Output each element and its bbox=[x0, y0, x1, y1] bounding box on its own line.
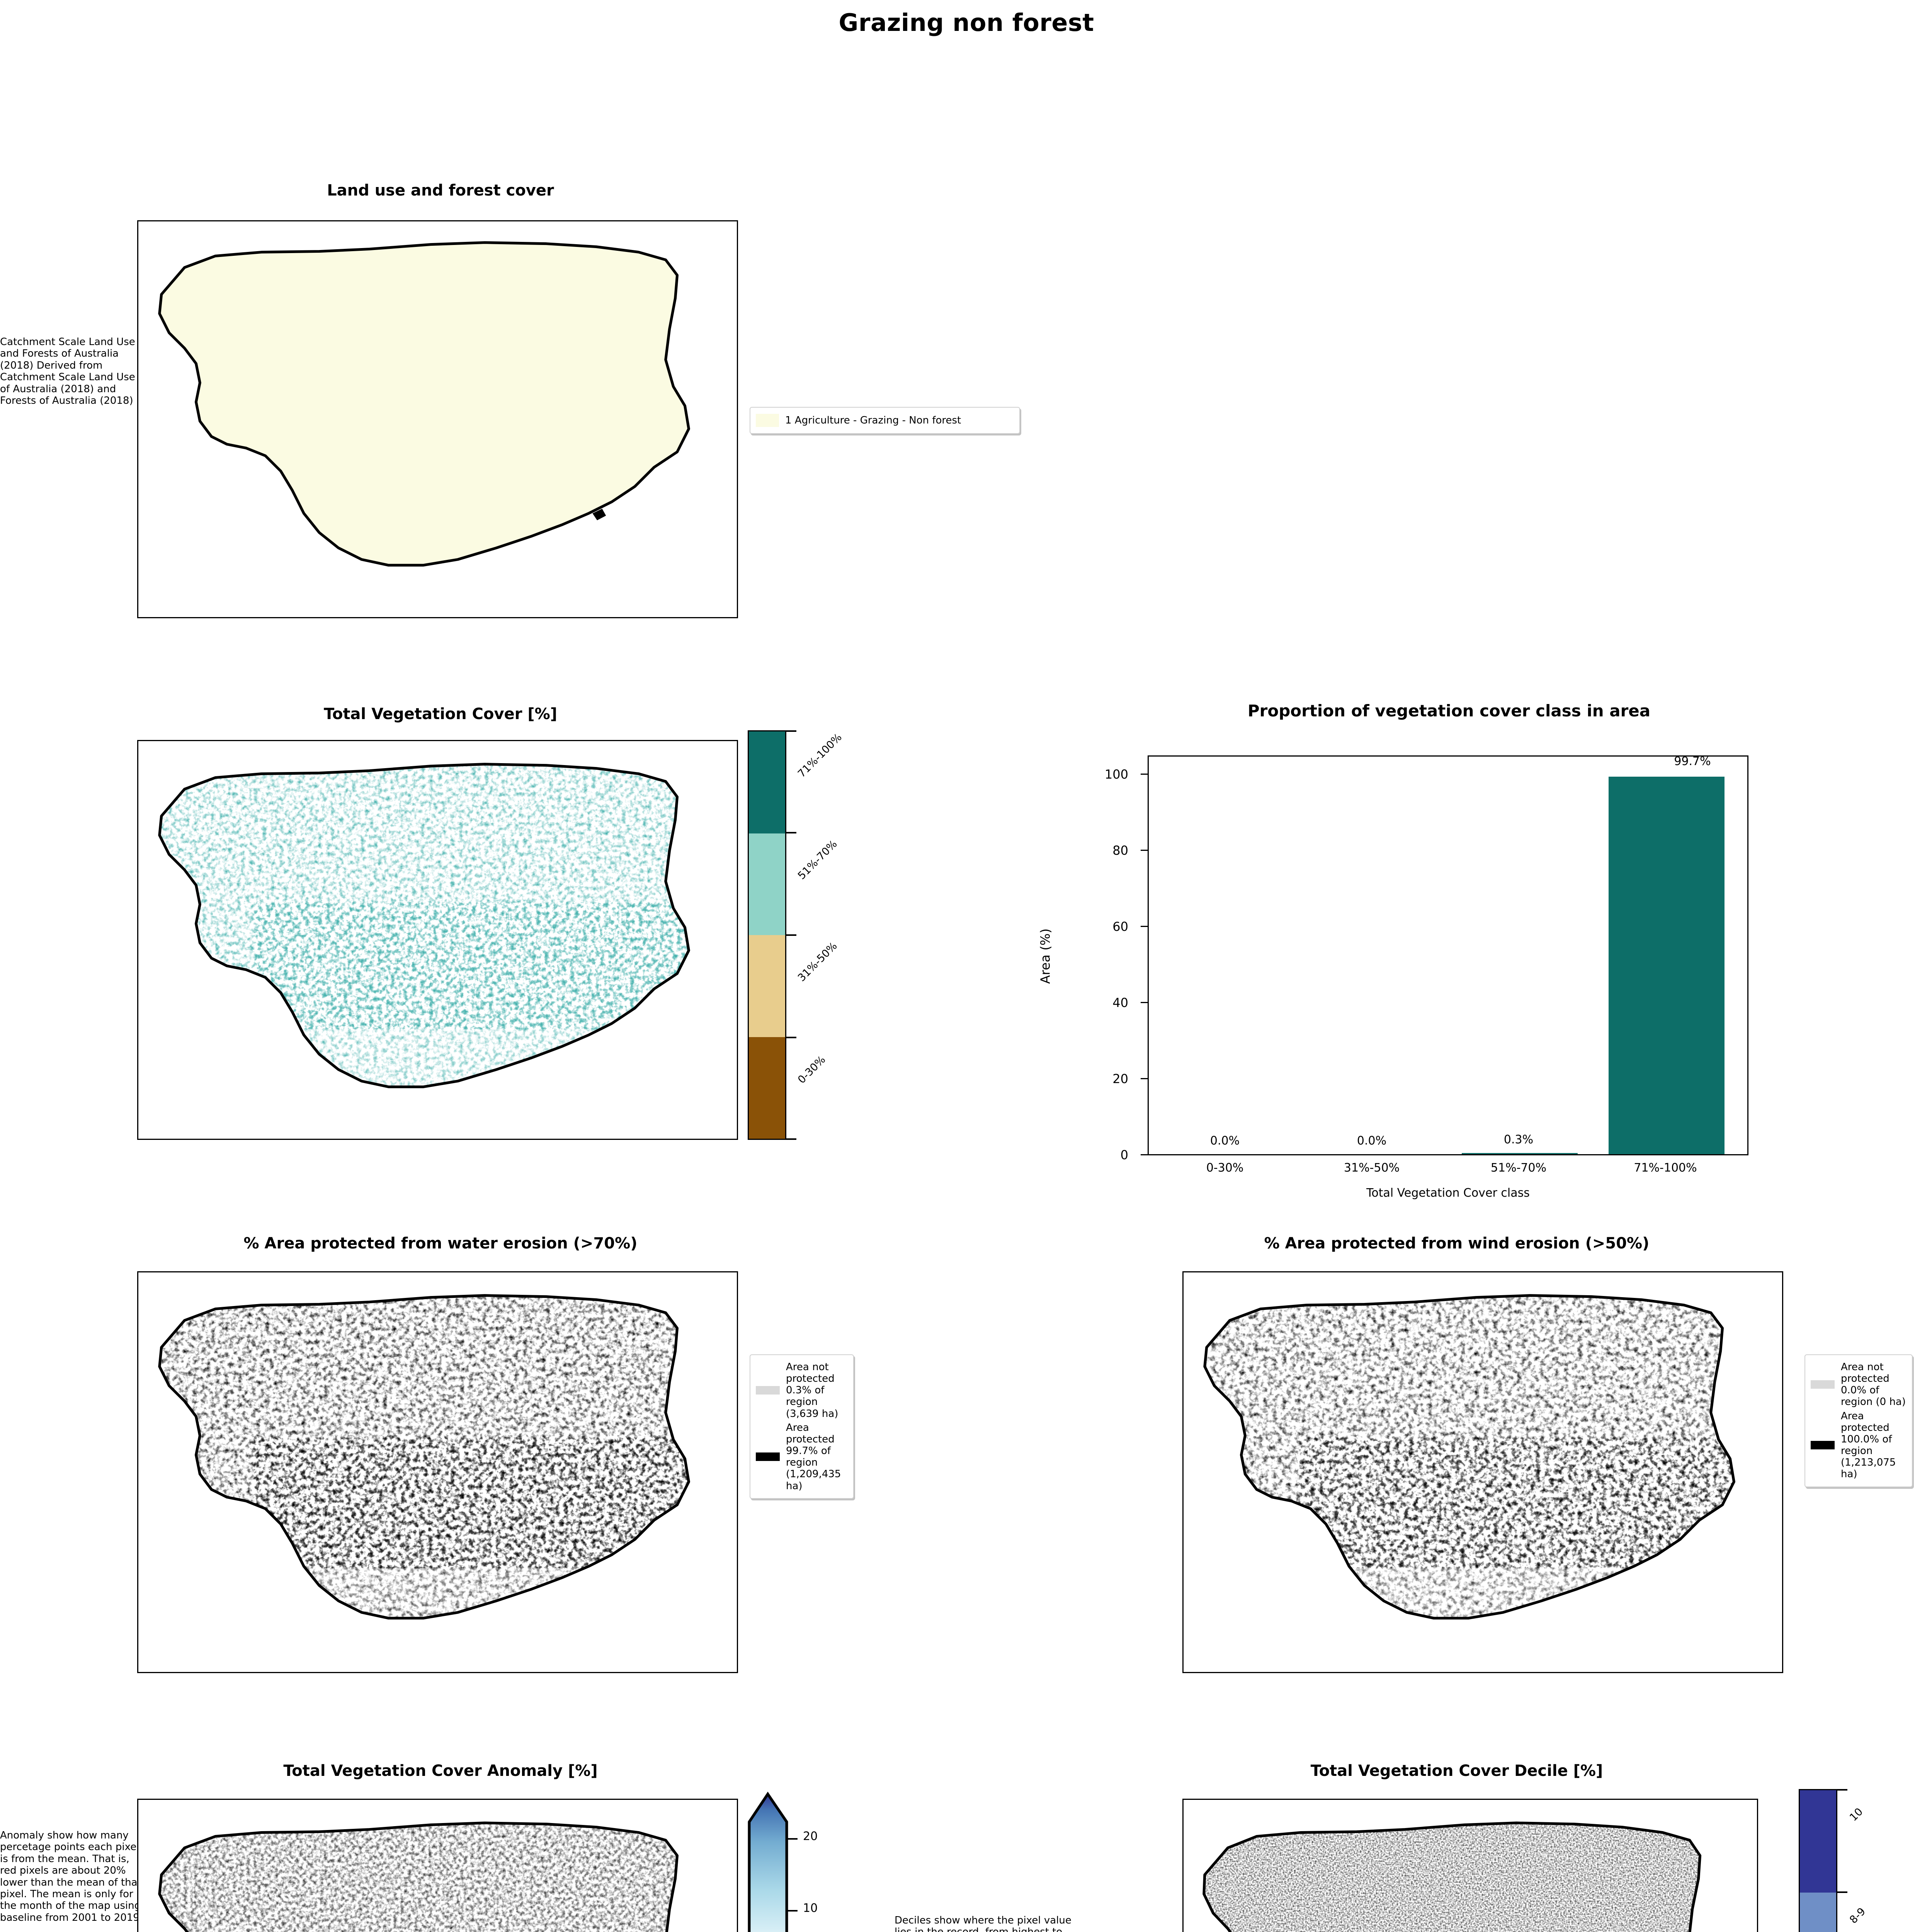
cbar-seg-51-70 bbox=[749, 833, 785, 935]
anomaly-panel-title: Total Vegetation Cover Anomaly [%] bbox=[283, 1762, 598, 1780]
anomaly-colorbar[interactable] bbox=[748, 1787, 788, 1932]
protected-label: Area protected 100.0% of region (1,213,0… bbox=[1841, 1410, 1896, 1480]
wind-erosion-map[interactable] bbox=[1182, 1271, 1783, 1673]
cbar-seg-31-50 bbox=[749, 935, 785, 1037]
bar-value-31-50: 0.0% bbox=[1357, 1134, 1387, 1148]
anomaly-colorbar-graphic bbox=[748, 1791, 788, 1932]
cbar-seg-8-9 bbox=[1800, 1892, 1836, 1932]
y-tick-0: 100 bbox=[1104, 767, 1128, 782]
landuse-panel-title: Land use and forest cover bbox=[327, 182, 554, 199]
proportion-panel-title: Proportion of vegetation cover class in … bbox=[1247, 701, 1651, 720]
cbar-seg-0-30 bbox=[749, 1037, 785, 1139]
water-erosion-map-graphic bbox=[138, 1272, 737, 1672]
x-tick-31-50: 31%-50% bbox=[1344, 1161, 1400, 1175]
decile-colorbar[interactable] bbox=[1799, 1789, 1837, 1932]
bar-51-70[interactable] bbox=[1462, 1153, 1578, 1154]
protected-swatch bbox=[1811, 1441, 1835, 1450]
anomaly-side-text: Anomaly show how many percetage points e… bbox=[0, 1830, 143, 1923]
legend-item-protected: Area protected 99.7% of region (1,209,43… bbox=[756, 1422, 848, 1492]
decile-panel-title: Total Vegetation Cover Decile [%] bbox=[1310, 1762, 1603, 1780]
y-tick-100: 0 bbox=[1120, 1148, 1128, 1162]
legend-item-not-protected: Area not protected 0.0% of region (0 ha) bbox=[1811, 1361, 1906, 1408]
water-erosion-legend[interactable]: Area not protected 0.3% of region (3,639… bbox=[750, 1354, 854, 1499]
vegcover-cbar-label-3: 0-30% bbox=[796, 1054, 828, 1086]
anomaly-map[interactable] bbox=[137, 1799, 738, 1932]
anomaly-map-graphic bbox=[138, 1800, 737, 1932]
vegcover-map-graphic bbox=[138, 741, 737, 1139]
not-protected-swatch bbox=[1811, 1380, 1835, 1389]
vegcover-cbar-label-1: 51%-70% bbox=[796, 838, 840, 882]
bar-value-71-100: 99.7% bbox=[1674, 755, 1711, 768]
vegcover-cbar-label-0: 71%-100% bbox=[796, 731, 844, 780]
wind-erosion-map-graphic bbox=[1184, 1272, 1782, 1672]
x-tick-51-70: 51%-70% bbox=[1490, 1161, 1547, 1175]
y-tick-20: 80 bbox=[1112, 843, 1128, 858]
vegcover-map[interactable] bbox=[137, 740, 738, 1140]
anomaly-colorbar-ticks bbox=[787, 1787, 798, 1932]
proportion-x-axis-label: Total Vegetation Cover class bbox=[1366, 1186, 1530, 1200]
decile-map[interactable] bbox=[1182, 1799, 1758, 1932]
wind-erosion-legend[interactable]: Area not protected 0.0% of region (0 ha)… bbox=[1804, 1354, 1913, 1487]
decile-cbar-label-8-9: 8-9 bbox=[1847, 1905, 1868, 1926]
page-title: Grazing non forest bbox=[838, 9, 1094, 37]
anomaly-tick-10: 10 bbox=[803, 1901, 818, 1915]
decile-side-text: Deciles show where the pixel value lies … bbox=[895, 1915, 1071, 1932]
landuse-map-graphic bbox=[138, 221, 737, 617]
y-tick-40: 60 bbox=[1112, 919, 1128, 934]
water-erosion-panel-title: % Area protected from water erosion (>70… bbox=[243, 1235, 638, 1252]
vegcover-colorbar-ticks bbox=[786, 730, 796, 1140]
bar-value-51-70: 0.3% bbox=[1503, 1133, 1534, 1146]
anomaly-tick-20: 20 bbox=[803, 1830, 818, 1843]
cbar-seg-10 bbox=[1800, 1790, 1836, 1893]
vegcover-cbar-label-2: 31%-50% bbox=[796, 940, 840, 984]
not-protected-label: Area not protected 0.0% of region (0 ha) bbox=[1841, 1361, 1906, 1408]
bar-value-0-30: 0.0% bbox=[1210, 1134, 1240, 1148]
not-protected-label: Area not protected 0.3% of region (3,639… bbox=[786, 1361, 838, 1420]
proportion-chart-plot-area[interactable] bbox=[1148, 755, 1748, 1155]
decile-colorbar-ticks bbox=[1837, 1789, 1847, 1932]
x-tick-71-100: 71%-100% bbox=[1634, 1161, 1697, 1175]
protected-label: Area protected 99.7% of region (1,209,43… bbox=[786, 1422, 841, 1492]
proportion-y-axis bbox=[1136, 755, 1754, 1155]
decile-cbar-label-10: 10 bbox=[1847, 1806, 1866, 1824]
x-tick-0-30: 0-30% bbox=[1206, 1161, 1244, 1175]
landuse-class-label: 1 Agriculture - Grazing - Non forest bbox=[785, 414, 961, 426]
landuse-class-swatch bbox=[756, 414, 779, 427]
protected-swatch bbox=[756, 1452, 780, 1461]
cbar-seg-71-100 bbox=[749, 731, 785, 833]
landuse-map[interactable] bbox=[137, 220, 738, 618]
landuse-side-text: Catchment Scale Land Use and Forests of … bbox=[0, 336, 135, 407]
decile-map-graphic bbox=[1184, 1800, 1757, 1932]
legend-item: 1 Agriculture - Grazing - Non forest bbox=[756, 414, 1014, 427]
y-tick-60: 40 bbox=[1112, 995, 1128, 1010]
not-protected-swatch bbox=[756, 1386, 780, 1395]
y-tick-80: 20 bbox=[1112, 1071, 1128, 1086]
legend-item-not-protected: Area not protected 0.3% of region (3,639… bbox=[756, 1361, 848, 1420]
vegcover-colorbar[interactable] bbox=[748, 730, 786, 1140]
bar-71-100[interactable] bbox=[1609, 776, 1725, 1154]
water-erosion-map[interactable] bbox=[137, 1271, 738, 1673]
wind-erosion-panel-title: % Area protected from wind erosion (>50%… bbox=[1264, 1235, 1650, 1252]
proportion-y-axis-label: Area (%) bbox=[1037, 928, 1053, 984]
legend-item-protected: Area protected 100.0% of region (1,213,0… bbox=[1811, 1410, 1906, 1480]
landuse-legend[interactable]: 1 Agriculture - Grazing - Non forest bbox=[750, 407, 1020, 434]
vegcover-panel-title: Total Vegetation Cover [%] bbox=[323, 705, 558, 723]
